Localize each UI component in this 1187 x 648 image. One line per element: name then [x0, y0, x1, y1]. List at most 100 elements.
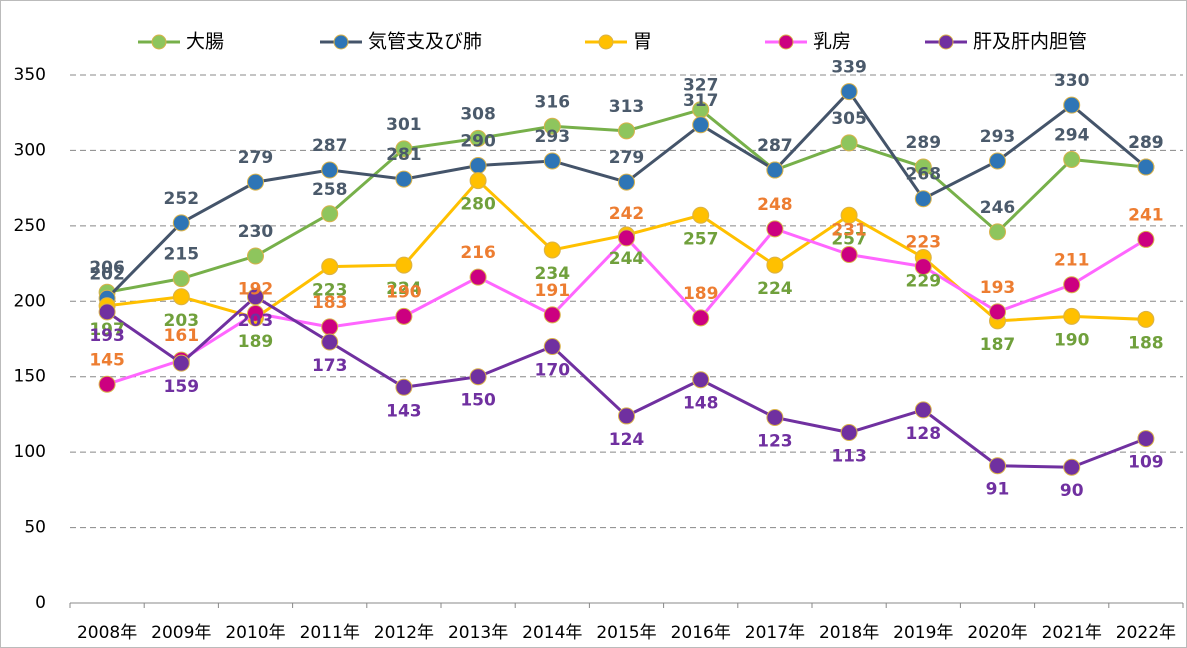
marker — [989, 152, 1006, 170]
data-label: 268 — [906, 165, 942, 185]
data-label: 211 — [1054, 251, 1090, 271]
marker — [395, 307, 413, 325]
data-label: 223 — [312, 281, 348, 301]
y-tick-label: 150 — [14, 367, 46, 387]
marker — [1063, 276, 1081, 294]
marker — [469, 268, 487, 286]
data-label: 193 — [980, 278, 1016, 298]
legend-label: 乳房 — [813, 31, 851, 53]
legend-marker — [778, 34, 794, 50]
x-tick-label: 2015年 — [596, 623, 656, 643]
data-label: 279 — [238, 148, 274, 168]
data-label: 206 — [89, 258, 125, 278]
marker — [1063, 458, 1081, 476]
marker — [1137, 230, 1155, 248]
data-label: 91 — [986, 480, 1010, 500]
data-label: 257 — [683, 229, 719, 249]
marker — [692, 116, 710, 134]
marker — [618, 407, 635, 425]
x-tick-label: 2011年 — [300, 623, 360, 643]
y-tick-label: 50 — [24, 518, 46, 538]
marker — [247, 304, 264, 322]
data-label: 246 — [980, 198, 1016, 218]
data-label: 289 — [1128, 133, 1164, 153]
marker — [989, 223, 1006, 241]
marker — [321, 205, 339, 223]
data-label: 123 — [757, 431, 793, 451]
marker — [914, 190, 932, 208]
marker — [469, 157, 487, 175]
x-tick-label: 2016年 — [671, 623, 731, 643]
data-label: 224 — [757, 279, 793, 299]
y-tick-label: 200 — [14, 291, 46, 311]
marker — [840, 246, 858, 264]
marker — [989, 303, 1006, 321]
data-label: 317 — [683, 91, 719, 111]
data-label: 224 — [386, 279, 422, 299]
data-label: 313 — [609, 97, 645, 117]
marker — [247, 247, 264, 265]
x-tick-label: 2010年 — [225, 623, 285, 643]
marker — [1137, 310, 1155, 328]
data-label: 242 — [609, 204, 645, 224]
data-label: 113 — [831, 447, 867, 467]
data-label: 90 — [1060, 481, 1084, 501]
marker — [247, 288, 264, 306]
marker — [840, 134, 858, 152]
data-label: 234 — [535, 264, 571, 284]
marker — [172, 270, 190, 288]
marker — [840, 83, 858, 101]
data-label: 281 — [386, 145, 422, 165]
y-tick-label: 300 — [14, 140, 46, 160]
marker — [98, 303, 116, 321]
data-label: 305 — [831, 109, 867, 129]
marker — [618, 229, 635, 247]
data-label: 161 — [164, 326, 200, 346]
data-label: 279 — [609, 148, 645, 168]
x-tick-label: 2012年 — [374, 623, 434, 643]
data-label: 188 — [1128, 333, 1164, 353]
marker — [543, 152, 561, 170]
x-tick-label: 2017年 — [745, 623, 805, 643]
data-label: 109 — [1128, 453, 1164, 473]
marker — [321, 333, 339, 351]
marker — [395, 256, 413, 274]
y-tick-label: 250 — [14, 216, 46, 236]
data-label: 145 — [89, 350, 125, 370]
data-label: 173 — [312, 356, 348, 376]
data-label: 203 — [164, 311, 200, 331]
x-tick-label: 2008年 — [77, 623, 137, 643]
data-label: 191 — [535, 281, 571, 301]
data-label: 308 — [460, 104, 496, 124]
x-tick-label: 2020年 — [967, 623, 1027, 643]
data-label: 192 — [238, 279, 274, 299]
marker — [247, 173, 264, 191]
data-label: 252 — [164, 189, 200, 209]
marker — [914, 258, 932, 276]
data-label: 229 — [906, 272, 942, 292]
data-label: 289 — [1128, 133, 1164, 153]
data-label: 257 — [831, 229, 867, 249]
x-tick-label: 2021年 — [1042, 623, 1102, 643]
data-label: 287 — [312, 136, 348, 156]
legend-label: 大腸 — [186, 31, 224, 53]
data-label: 193 — [89, 326, 125, 346]
data-label: 230 — [238, 222, 274, 242]
data-label: 248 — [757, 195, 793, 215]
data-label: 190 — [1054, 330, 1090, 350]
marker — [766, 220, 784, 238]
marker — [98, 375, 116, 393]
x-tick-label: 2009年 — [151, 623, 211, 643]
marker — [172, 288, 190, 306]
data-label: 301 — [386, 115, 422, 135]
data-label: 293 — [980, 127, 1016, 147]
marker — [469, 129, 487, 147]
marker — [395, 378, 413, 396]
marker — [1137, 430, 1155, 448]
marker — [766, 256, 784, 274]
data-label: 223 — [906, 233, 942, 253]
marker — [543, 117, 561, 135]
marker — [692, 371, 710, 389]
marker — [321, 161, 339, 179]
